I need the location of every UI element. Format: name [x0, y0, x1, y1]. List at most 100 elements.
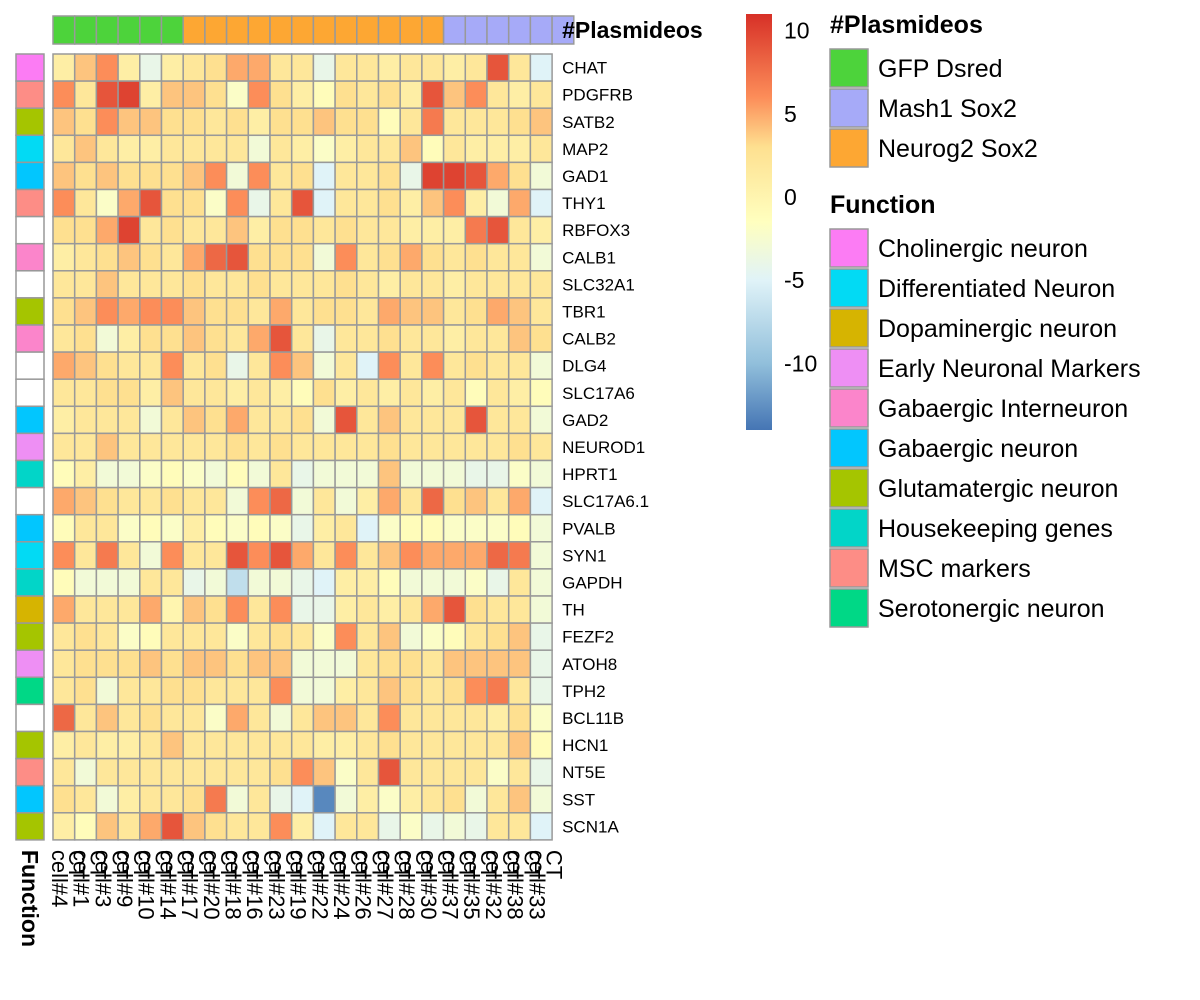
heatmap-cell [421, 812, 445, 841]
function-legend-swatch [829, 388, 869, 428]
heatmap-cell [486, 134, 510, 164]
plasmid-legend-swatch [829, 88, 869, 128]
heatmap-cell [464, 784, 488, 814]
cell-label-line: cell#33 [524, 850, 549, 920]
heatmap-cell [399, 378, 423, 408]
heatmap-cell [290, 351, 315, 380]
heatmap-cell [225, 676, 250, 706]
heatmap-cell [52, 513, 76, 543]
heatmap-cell [334, 812, 358, 841]
heatmap-cell [290, 324, 315, 353]
heatmap-cell [73, 188, 98, 218]
heatmap-cell [356, 405, 380, 435]
heatmap-cell [529, 703, 553, 733]
cell-label-text: CTcell#26 [351, 850, 393, 920]
heatmap-cell [182, 188, 206, 218]
heatmap-cell [182, 595, 206, 624]
heatmap-cell [377, 270, 401, 299]
heatmap-cell [334, 80, 358, 109]
heatmap-cell [464, 622, 488, 651]
heatmap-cell [421, 134, 445, 164]
function-annotation-cell [15, 351, 45, 380]
plasmid-annotation-cell [442, 15, 467, 45]
heatmap-cell [529, 812, 553, 841]
heatmap-cell [95, 595, 119, 624]
heatmap-cell [160, 351, 184, 380]
heatmap-cell [442, 568, 467, 597]
heatmap-cell [117, 541, 141, 570]
heatmap-cell [377, 812, 401, 841]
cell-label-line: CT [237, 850, 262, 879]
heatmap-cell [442, 812, 467, 841]
heatmap-cell [290, 622, 315, 651]
heatmap-cell [486, 324, 510, 353]
heatmap-cell [442, 53, 467, 82]
function-annotation-cell [15, 215, 45, 245]
heatmap-cell [334, 649, 358, 679]
heatmap-cell [269, 757, 293, 787]
heatmap-cell [225, 541, 250, 570]
cell-label-line: CT [476, 850, 501, 879]
heatmap-cell [529, 351, 553, 380]
heatmap-cell [52, 676, 76, 706]
heatmap-cell [421, 270, 445, 299]
heatmap-cell [182, 757, 206, 787]
heatmap-cell [377, 513, 401, 543]
function-annotation-cell [15, 80, 45, 109]
heatmap-cell [52, 270, 76, 299]
heatmap-cell [269, 107, 293, 137]
gene-label: TPH2 [562, 682, 605, 701]
heatmap-cell [290, 595, 315, 624]
heatmap-cell [334, 784, 358, 814]
cell-label-line: CT [303, 850, 328, 879]
heatmap-cell [356, 134, 380, 164]
cell-label: CTcell#4 [47, 850, 89, 907]
heatmap-cell [421, 757, 445, 787]
heatmap-cell [356, 459, 380, 489]
heatmap-cell [73, 378, 98, 408]
heatmap-cell [225, 568, 250, 597]
heatmap-cell [117, 486, 141, 516]
heatmap-cell [464, 188, 488, 218]
heatmap-cell [95, 242, 119, 272]
heatmap-cell [290, 188, 315, 218]
function-annotation-cell [15, 53, 45, 82]
heatmap-cell [290, 107, 315, 137]
heatmap-cell [117, 595, 141, 624]
cell-label-text: CTcell#20 [199, 850, 241, 920]
heatmap-cell [377, 703, 401, 733]
heatmap-cell [399, 784, 423, 814]
heatmap-cell [204, 80, 228, 109]
heatmap-cell [139, 595, 163, 624]
gene-label: SLC17A6.1 [562, 492, 649, 511]
heatmap-cell [269, 513, 293, 543]
heatmap-cell [399, 432, 423, 462]
heatmap-cell [442, 459, 467, 489]
heatmap-cell [117, 134, 141, 164]
heatmap-cell [377, 405, 401, 435]
heatmap-cell [139, 242, 163, 272]
function-annotation-cell [15, 541, 45, 570]
function-annotation-cell [15, 161, 45, 191]
color-scale-tick: -10 [784, 350, 817, 376]
heatmap-cell [464, 405, 488, 435]
heatmap-cell [464, 215, 488, 245]
function-legend-swatch [829, 348, 869, 388]
heatmap-cell [139, 568, 163, 597]
heatmap-cell [204, 134, 228, 164]
heatmap-cell [377, 595, 401, 624]
heatmap-cell [421, 80, 445, 109]
heatmap-cell [139, 513, 163, 543]
heatmap-cell [290, 649, 315, 679]
heatmap-cell [399, 161, 423, 191]
function-annotation-cell [15, 297, 45, 326]
heatmap-cell [204, 188, 228, 218]
heatmap-cell [182, 730, 206, 760]
heatmap-cell [117, 703, 141, 733]
heatmap-cell [464, 378, 488, 408]
cell-label-line: CT [64, 850, 89, 879]
heatmap-cell [486, 270, 510, 299]
heatmap-cell [225, 622, 250, 651]
heatmap-cell [421, 432, 445, 462]
heatmap-cell [247, 351, 271, 380]
